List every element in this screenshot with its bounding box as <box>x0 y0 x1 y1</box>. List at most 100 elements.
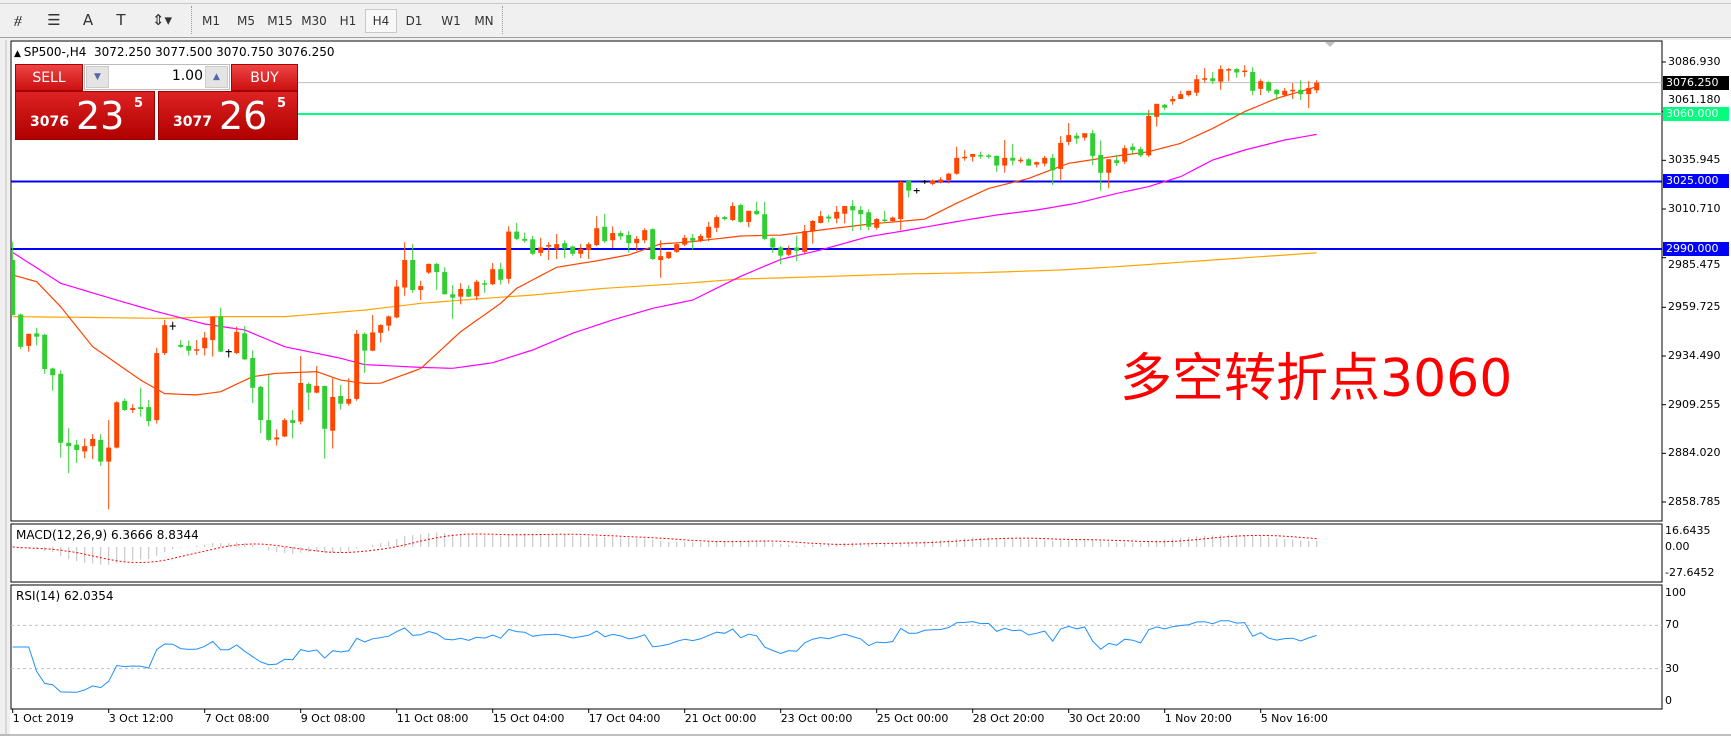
candle-body <box>586 244 592 250</box>
candle <box>1242 65 1248 77</box>
candle-body <box>50 368 56 376</box>
candle <box>626 231 632 253</box>
candle-body <box>242 333 248 360</box>
candle <box>146 399 152 427</box>
candle-body <box>1122 148 1128 162</box>
timeframe-m15[interactable]: M15 <box>267 14 293 28</box>
candle <box>338 384 344 410</box>
candle-body <box>106 447 112 462</box>
rsi-pane[interactable] <box>10 584 1663 710</box>
candle <box>482 279 488 293</box>
timeframe-w1[interactable]: W1 <box>441 14 461 28</box>
fibonacci-fan-icon[interactable]: ☰ <box>47 11 61 29</box>
fibonacci-expansion-icon[interactable]: ⧣ <box>13 11 23 29</box>
candle-body <box>402 260 408 288</box>
candle <box>826 214 832 223</box>
candle-body <box>842 206 848 214</box>
candle-body <box>218 316 224 352</box>
candle-body <box>322 385 328 429</box>
sell-button[interactable]: SELL <box>15 64 83 91</box>
candle <box>1266 81 1272 93</box>
candle <box>610 226 616 248</box>
text-icon[interactable]: A <box>82 11 94 29</box>
mid-moving-average <box>12 133 1317 369</box>
candle <box>1042 155 1048 167</box>
candle <box>410 244 416 293</box>
candle <box>266 374 272 441</box>
candle <box>74 439 80 464</box>
time-axis-label: 3 Oct 12:00 <box>108 712 174 725</box>
candle-body <box>762 214 768 239</box>
candle <box>442 267 448 295</box>
candle-body <box>314 385 320 393</box>
candle <box>1066 123 1072 146</box>
candle <box>90 434 96 460</box>
timeframe-d1[interactable]: D1 <box>405 14 423 28</box>
candle-body <box>570 246 576 254</box>
candle-body <box>530 239 536 254</box>
collapse-triangle-icon[interactable]: ▲ <box>14 49 24 59</box>
candle-body <box>346 398 352 404</box>
arrows-icon[interactable]: ⇕▾ <box>151 11 173 29</box>
candle-body <box>522 238 528 241</box>
price-plot <box>11 65 1662 510</box>
candle-body <box>34 333 40 337</box>
timeframe-h1[interactable]: H1 <box>339 14 357 28</box>
macd-axis-label: -27.6452 <box>1665 566 1715 580</box>
candle-body <box>11 260 16 315</box>
buy-button[interactable]: BUY <box>231 64 298 91</box>
candle-body <box>338 396 344 404</box>
candle-body <box>626 234 632 244</box>
candle-body <box>866 212 872 227</box>
timeframe-m30[interactable]: M30 <box>301 14 327 28</box>
candle-body <box>1026 159 1032 166</box>
candle <box>746 210 752 228</box>
candle-body <box>938 179 944 182</box>
candle-body <box>730 206 736 221</box>
candle <box>26 333 32 352</box>
chart-shift-marker-icon[interactable] <box>1325 42 1335 47</box>
candle-body <box>562 243 568 249</box>
rsi-line <box>12 620 1317 693</box>
candle-body <box>1058 142 1064 169</box>
candle-body <box>1034 162 1040 165</box>
lot-size-field[interactable]: ▼ 1.00 ▲ <box>84 64 230 90</box>
rsi-axis-label: 100 <box>1665 586 1686 599</box>
candle-body <box>370 332 376 351</box>
candle <box>1234 68 1240 78</box>
sell-price-box[interactable]: 3076 23 5 <box>15 91 155 140</box>
candle <box>770 237 776 253</box>
text-label-icon[interactable]: T <box>116 11 126 29</box>
candle-body <box>282 420 288 437</box>
candle-body <box>362 333 368 351</box>
candle <box>802 224 808 254</box>
candle-body <box>906 180 912 191</box>
candle-body <box>178 344 184 347</box>
candle <box>362 332 368 373</box>
price-axis-label: 2934.490 <box>1668 349 1721 362</box>
candle <box>234 326 240 355</box>
buy-price-prefix: 3077 <box>173 114 212 130</box>
chart-annotation: 多空转折点3060 <box>1120 349 1513 409</box>
candle <box>1034 161 1040 168</box>
timeframe-m1[interactable]: M1 <box>202 14 220 28</box>
price-axis-label: 3010.710 <box>1668 202 1721 215</box>
sell-price-big: 23 <box>76 94 125 138</box>
timeframe-m5[interactable]: M5 <box>237 14 255 28</box>
lot-increase-arrow-icon[interactable]: ▲ <box>205 66 228 88</box>
candle-body <box>706 226 712 238</box>
timeframe-h4[interactable]: H4 <box>365 9 397 33</box>
candle <box>1074 132 1080 144</box>
macd-pane[interactable] <box>10 523 1663 583</box>
candle-body <box>450 294 456 298</box>
lot-decrease-arrow-icon[interactable]: ▼ <box>86 66 109 88</box>
buy-price-box[interactable]: 3077 26 5 <box>158 91 298 140</box>
candle <box>418 280 424 301</box>
candle <box>114 401 120 449</box>
candle <box>554 233 560 260</box>
lot-size-value[interactable]: 1.00 <box>171 68 203 84</box>
candle <box>50 367 56 391</box>
candle <box>666 251 672 260</box>
timeframe-mn[interactable]: MN <box>474 14 494 28</box>
candle-body <box>746 210 752 222</box>
